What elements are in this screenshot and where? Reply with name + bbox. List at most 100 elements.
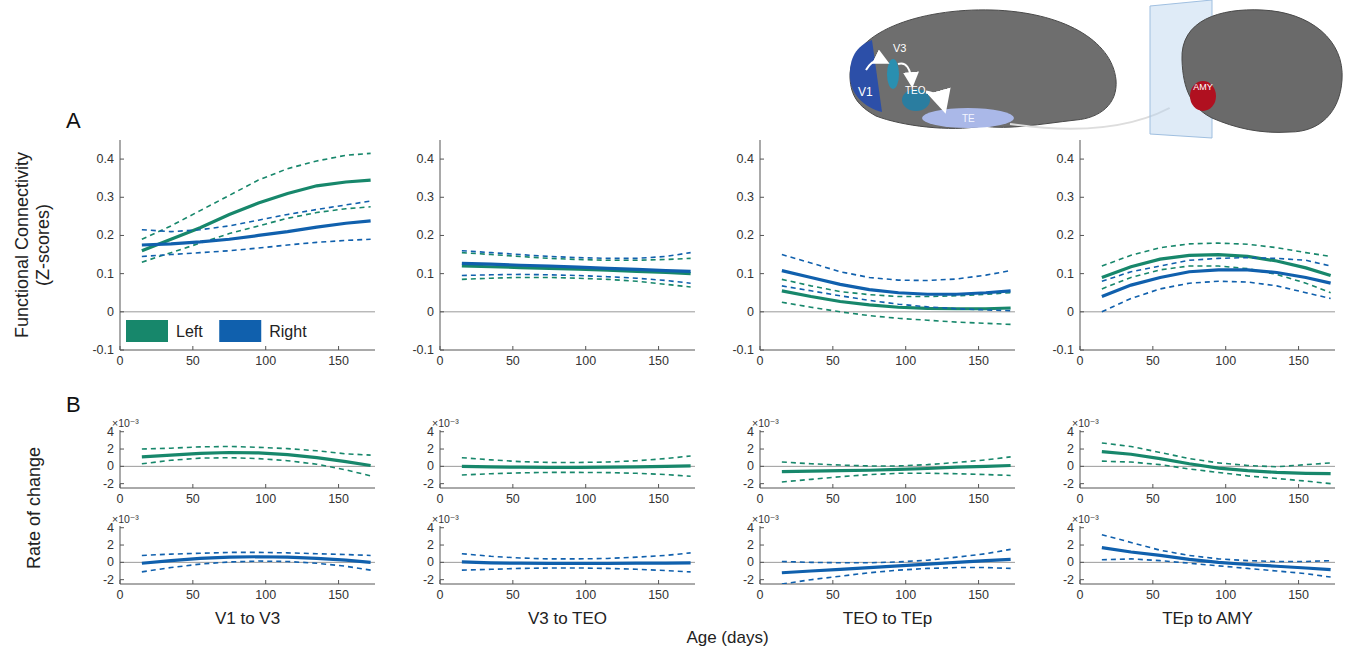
arrow bbox=[866, 60, 886, 70]
y-tick bbox=[120, 431, 124, 432]
y-tick bbox=[440, 159, 444, 160]
y-tick-label: -2 bbox=[1063, 573, 1074, 587]
ci-line bbox=[462, 274, 691, 283]
legend-swatch bbox=[126, 320, 168, 342]
y-axis-title-line: (Z-scores) bbox=[33, 204, 53, 286]
x-tick-label: 150 bbox=[328, 492, 349, 506]
x-tick-label: 100 bbox=[575, 492, 596, 506]
plot-area bbox=[1102, 243, 1331, 312]
mean-line bbox=[462, 562, 691, 563]
x-tick-label: 100 bbox=[1215, 492, 1236, 506]
y-tick-label: -2 bbox=[1063, 477, 1074, 491]
x-tick bbox=[192, 580, 193, 584]
y-tick-label: 0.2 bbox=[737, 228, 754, 242]
x-tick-label: 100 bbox=[895, 354, 916, 368]
x-tick-label: 100 bbox=[895, 492, 916, 506]
x-tick bbox=[1225, 484, 1226, 488]
y-axis-title: Functional Connectivity(Z-scores) bbox=[12, 152, 53, 338]
x-axis bbox=[760, 584, 1015, 585]
x-tick bbox=[658, 580, 659, 584]
y-tick-label: -2 bbox=[423, 573, 434, 587]
y-tick bbox=[1080, 483, 1084, 484]
x-tick-label: 100 bbox=[1215, 588, 1236, 602]
y-tick-label: -0.1 bbox=[1052, 343, 1074, 357]
ci-line bbox=[142, 201, 371, 232]
x-tick bbox=[1298, 346, 1299, 350]
y-tick bbox=[760, 311, 764, 312]
figure: -0.100.10.20.30.4050100150LeftRight-0.10… bbox=[0, 0, 1360, 648]
plot-area bbox=[782, 255, 1011, 325]
plot-area bbox=[142, 446, 371, 475]
x-tick-label: 0 bbox=[757, 354, 764, 368]
y-tick bbox=[760, 527, 764, 528]
y-multiplier: ×10⁻³ bbox=[432, 417, 459, 429]
x-tick-label: 0 bbox=[437, 492, 444, 506]
x-tick bbox=[832, 484, 833, 488]
column-title: V1 to V3 bbox=[215, 609, 280, 628]
y-tick bbox=[760, 483, 764, 484]
y-tick-label: 0.3 bbox=[1057, 190, 1074, 204]
y-axis bbox=[120, 526, 121, 584]
y-tick-label: 0 bbox=[427, 459, 434, 473]
mean-line bbox=[462, 263, 691, 271]
x-tick bbox=[905, 484, 906, 488]
y-axis bbox=[760, 140, 761, 350]
x-axis bbox=[760, 488, 1015, 489]
y-tick-label: 2 bbox=[427, 442, 434, 456]
y-tick bbox=[760, 235, 764, 236]
ci-line bbox=[142, 239, 371, 256]
y-tick-label: 0.1 bbox=[737, 267, 754, 281]
ci-line bbox=[462, 553, 691, 559]
y-tick-label: 2 bbox=[107, 538, 114, 552]
y-tick-label: 0.2 bbox=[417, 228, 434, 242]
column-title: TEp to AMY bbox=[1162, 609, 1253, 628]
x-tick bbox=[905, 580, 906, 584]
region-amy bbox=[1190, 81, 1216, 111]
panel: -2024050100150×10⁻³ bbox=[423, 417, 695, 506]
y-tick bbox=[120, 483, 124, 484]
y-tick bbox=[760, 449, 764, 450]
brain-label: AMY bbox=[1193, 82, 1213, 92]
x-tick bbox=[120, 484, 121, 488]
x-tick-label: 50 bbox=[1146, 588, 1160, 602]
y-tick-label: 2 bbox=[1067, 442, 1074, 456]
panel: -2024050100150×10⁻³V3 to TEO bbox=[423, 513, 695, 628]
x-tick-label: 50 bbox=[826, 588, 840, 602]
zero-line bbox=[120, 311, 375, 312]
x-tick bbox=[512, 580, 513, 584]
mean-line bbox=[782, 465, 1011, 471]
x-axis bbox=[1080, 488, 1335, 489]
y-tick-label: 0.4 bbox=[737, 152, 754, 166]
x-axis bbox=[120, 488, 375, 489]
y-tick bbox=[760, 197, 764, 198]
y-multiplier: ×10⁻³ bbox=[112, 513, 139, 525]
panel: -2024050100150×10⁻³V1 to V3 bbox=[103, 513, 375, 628]
y-axis bbox=[760, 526, 761, 584]
y-tick bbox=[760, 579, 764, 580]
brain-lateral bbox=[850, 10, 1116, 129]
y-tick-label: 2 bbox=[427, 538, 434, 552]
y-tick bbox=[120, 311, 124, 312]
y-tick-label: 0 bbox=[747, 305, 754, 319]
x-tick-label: 150 bbox=[328, 588, 349, 602]
brain-coronal bbox=[1182, 10, 1342, 133]
mean-line bbox=[142, 453, 371, 466]
x-tick bbox=[440, 346, 441, 350]
y-tick bbox=[120, 449, 124, 450]
y-tick-label: -2 bbox=[423, 477, 434, 491]
y-tick bbox=[1080, 466, 1084, 467]
y-tick bbox=[440, 449, 444, 450]
x-tick bbox=[1080, 346, 1081, 350]
ci-line bbox=[782, 473, 1011, 482]
y-tick-label: 0 bbox=[747, 459, 754, 473]
y-tick bbox=[760, 562, 764, 563]
panel: -2024050100150×10⁻³ bbox=[743, 417, 1015, 506]
y-tick-label: 0 bbox=[1067, 459, 1074, 473]
x-tick bbox=[265, 346, 266, 350]
plot-area bbox=[462, 456, 691, 476]
x-tick-label: 0 bbox=[117, 492, 124, 506]
y-tick-label: 0.4 bbox=[97, 152, 114, 166]
x-tick bbox=[832, 580, 833, 584]
ci-line bbox=[462, 251, 691, 259]
x-tick bbox=[585, 484, 586, 488]
